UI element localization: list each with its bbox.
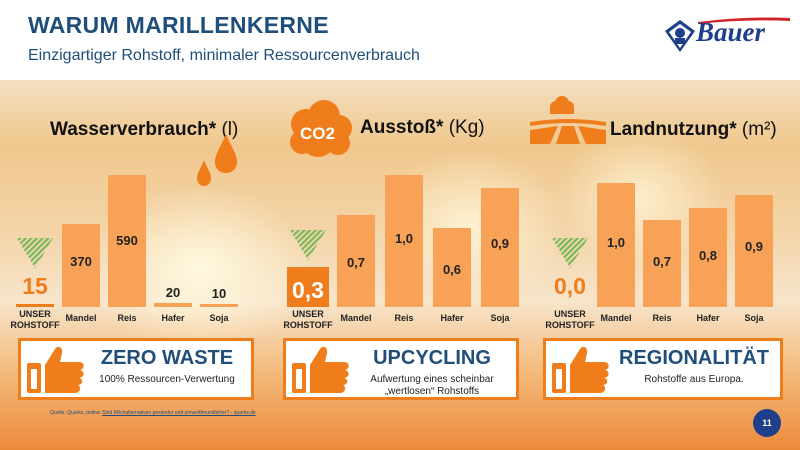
field-landscape-icon bbox=[530, 96, 606, 144]
slide-title: WARUM MARILLENKERNE bbox=[28, 12, 329, 38]
value-label-0-1: 370 bbox=[70, 254, 92, 270]
category-label-0-0: UNSER ROHSTOFF bbox=[10, 309, 60, 330]
chart-title-co2-label: Ausstoß* bbox=[360, 117, 444, 138]
benefit-title-1: UPCYCLING bbox=[373, 347, 491, 369]
bar-2-2 bbox=[643, 220, 681, 307]
chart-title-co2-unit: (Kg) bbox=[448, 117, 485, 138]
benefit-box-0: ZERO WASTE 100% Ressourcen-Verwertung bbox=[18, 338, 254, 400]
chart-title-co2: Ausstoß* (Kg) bbox=[360, 117, 485, 139]
category-label-1-2: Reis bbox=[394, 313, 414, 323]
bar-1-4 bbox=[481, 188, 519, 307]
green-down-triangle-icon bbox=[290, 230, 326, 260]
benefit-box-1: UPCYCLING Aufwertung eines scheinbar „wert… bbox=[283, 338, 519, 400]
value-label-1-3: 0,6 bbox=[442, 261, 462, 277]
value-label-2-3: 0,8 bbox=[698, 247, 718, 263]
benefit-subtitle-line-0-0: 100% Ressourcen-Verwertung bbox=[99, 374, 235, 385]
value-label-1-1: 0,7 bbox=[346, 254, 366, 270]
value-label-2-2: 0,7 bbox=[652, 254, 672, 270]
bar-1-3 bbox=[433, 227, 471, 307]
category-label-2-0: UNSER ROHSTOFF bbox=[545, 309, 595, 330]
thumbs-up-icon bbox=[552, 346, 609, 393]
benefit-subtitle-1: Aufwertung eines scheinbar „wertlosen“ Ro… bbox=[350, 374, 514, 398]
bar-2-1 bbox=[597, 183, 635, 307]
page-number: 11 bbox=[753, 409, 781, 437]
logo-emblem-icon bbox=[665, 20, 695, 52]
bar-0-1 bbox=[62, 224, 100, 307]
source-prefix: Quelle: Quarks, online: bbox=[50, 410, 101, 416]
chart-title-land-label: Landnutzung* bbox=[610, 119, 737, 140]
category-label-2-4: Soja bbox=[744, 313, 764, 323]
company-logo: Bauer bbox=[664, 16, 794, 56]
logo-swoosh bbox=[698, 17, 790, 24]
value-label-0-4: 10 bbox=[211, 286, 227, 301]
category-label-0-2: Reis bbox=[117, 313, 137, 323]
benefit-title-2: REGIONALITÄT bbox=[619, 347, 769, 369]
green-down-triangle-icon bbox=[17, 238, 53, 268]
category-label-1-4: Soja bbox=[490, 313, 510, 323]
bar-2-4 bbox=[735, 195, 773, 307]
category-label-2-3: Hafer bbox=[696, 313, 720, 323]
source-note: Quelle: Quarks, online: Sind Milchaltern… bbox=[50, 410, 256, 416]
value-label-1-2: 1,0 bbox=[394, 231, 414, 246]
value-label-2-4: 0,9 bbox=[744, 239, 764, 255]
value-label-1-4: 0,9 bbox=[490, 236, 510, 252]
benefit-subtitle-0: 100% Ressourcen-Verwertung bbox=[85, 374, 249, 386]
category-label-1-1: Mandel bbox=[340, 313, 372, 323]
green-down-triangle-icon bbox=[552, 238, 588, 268]
benefit-subtitle-2: Rohstoffe aus Europa. bbox=[610, 374, 778, 386]
water-drops-icon bbox=[197, 134, 237, 186]
bar-1-2 bbox=[385, 175, 423, 307]
chart-title-water: Wasserverbrauch* (l) bbox=[50, 119, 238, 141]
bar-0-0 bbox=[16, 304, 54, 307]
benefit-subtitle-line-2-0: Rohstoffe aus Europa. bbox=[644, 374, 744, 385]
thumbs-up-icon bbox=[27, 346, 84, 393]
category-label-0-4: Soja bbox=[209, 313, 229, 323]
logo-text: Bauer bbox=[696, 17, 766, 47]
benefit-box-2: REGIONALITÄT Rohstoffe aus Europa. bbox=[543, 338, 783, 400]
benefit-subtitle-line-1-1: „wertlosen“ Rohstoffs bbox=[384, 386, 480, 397]
bar-0-3 bbox=[154, 302, 192, 307]
bar-1-1 bbox=[337, 214, 375, 307]
benefit-subtitle-line-1-0: Aufwertung eines scheinbar bbox=[370, 374, 494, 385]
value-label-0-2: 590 bbox=[116, 233, 138, 248]
category-label-0-3: Hafer bbox=[161, 313, 185, 323]
category-label-2-1: Mandel bbox=[600, 313, 632, 323]
value-label-0-0: 15 bbox=[22, 273, 48, 299]
thumbs-up-icon bbox=[292, 346, 349, 393]
chart-title-water-label: Wasserverbrauch* bbox=[50, 119, 217, 140]
category-label-1-0: UNSER ROHSTOFF bbox=[283, 309, 333, 330]
co2-text: CO2 bbox=[300, 124, 335, 143]
source-link[interactable]: Sind Milchalternativen gesünder und umwe… bbox=[102, 410, 256, 416]
bar-1-0 bbox=[287, 267, 329, 307]
category-label-0-1: Mandel bbox=[65, 313, 97, 323]
benefit-title-0: ZERO WASTE bbox=[100, 347, 234, 369]
chart-title-land-unit: (m²) bbox=[741, 119, 777, 140]
header-band bbox=[0, 0, 800, 80]
chart-title-water-unit: (l) bbox=[221, 119, 239, 140]
category-label-2-2: Reis bbox=[652, 313, 672, 323]
bar-0-4 bbox=[200, 304, 238, 307]
value-label-0-3: 20 bbox=[165, 284, 181, 300]
bar-2-3 bbox=[689, 207, 727, 307]
co2-cloud-icon: CO2 bbox=[290, 100, 352, 157]
category-label-1-3: Hafer bbox=[440, 313, 464, 323]
value-label-1-0: 0,3 bbox=[292, 277, 324, 303]
value-label-2-1: 1,0 bbox=[606, 235, 626, 250]
value-label-2-0: 0,0 bbox=[554, 273, 586, 299]
bar-0-2 bbox=[108, 175, 146, 307]
slide-subtitle: Einzigartiger Rohstoff, minimaler Ressou… bbox=[28, 47, 420, 64]
chart-title-land: Landnutzung* (m²) bbox=[610, 119, 777, 141]
